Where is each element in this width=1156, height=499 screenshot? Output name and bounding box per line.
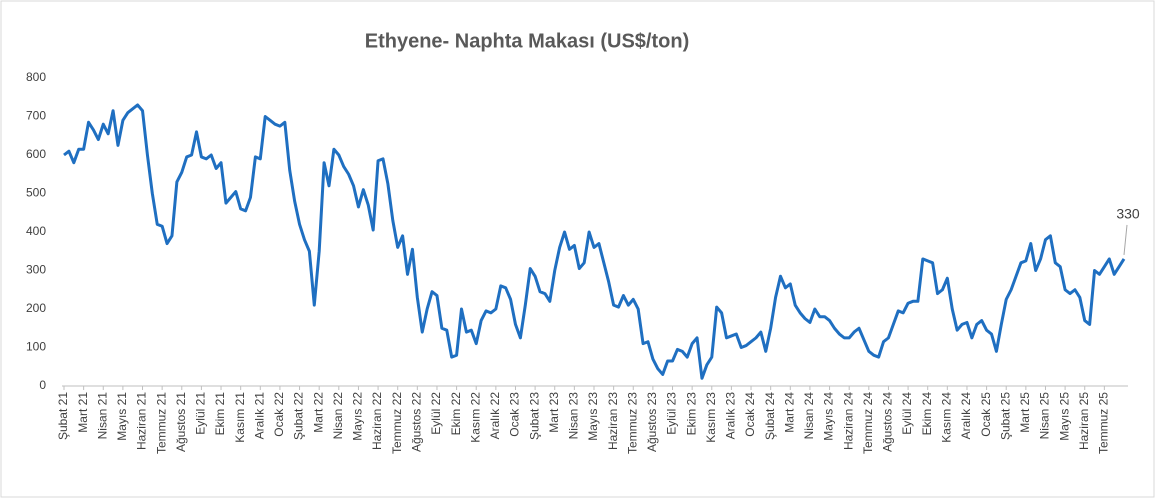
x-tick-label: Kasım 21	[233, 392, 247, 443]
y-tick-label: 600	[26, 147, 46, 161]
x-tick-label: Haziran 24	[841, 392, 855, 450]
x-tick-label: Temmuz 22	[390, 392, 404, 454]
y-tick-label: 400	[26, 224, 46, 238]
x-tick-label: Eylül 23	[665, 392, 679, 435]
label-leader	[1123, 224, 1128, 255]
x-tick-label: Mayıs 24	[822, 392, 836, 441]
x-tick-label: Mart 21	[76, 392, 90, 433]
y-tick-label: 300	[26, 263, 46, 277]
x-tick-label: Ocak 25	[979, 392, 993, 437]
x-tick-label: Haziran 25	[1077, 392, 1091, 450]
x-tick-label: Eylül 24	[900, 392, 914, 435]
x-tick-label: Nisan 24	[802, 392, 816, 440]
x-tick-label: Ocak 24	[743, 392, 757, 437]
x-tick-label: Şubat 24	[763, 392, 777, 440]
x-tick-label: Mart 22	[311, 392, 325, 433]
x-tick-label: Eylül 22	[429, 392, 443, 435]
data-line	[63, 103, 1126, 380]
x-tick-label: Şubat 22	[292, 392, 306, 440]
x-tick-label: Mart 24	[782, 392, 796, 433]
x-tick-label: Haziran 22	[370, 392, 384, 450]
x-tick-label: Ağustos 22	[410, 392, 424, 452]
data-label: 330	[1116, 206, 1140, 222]
x-tick-label: Kasım 24	[940, 392, 954, 443]
x-tick-label: Ekim 21	[213, 392, 227, 436]
x-tick-label: Haziran 23	[606, 392, 620, 450]
x-tick-label: Nisan 22	[331, 392, 345, 440]
x-tick-label: Temmuz 25	[1097, 392, 1111, 454]
x-tick-label: Kasım 23	[704, 392, 718, 443]
x-tick-label: Mayıs 21	[115, 392, 129, 441]
x-tick-label: Ağustos 23	[645, 392, 659, 452]
x-tick-label: Kasım 22	[468, 392, 482, 443]
x-tick-label: Aralık 22	[488, 392, 502, 440]
x-tick-label: Temmuz 23	[625, 392, 639, 454]
x-tick-label: Aralık 21	[252, 392, 266, 440]
x-tick-label: Temmuz 24	[861, 392, 875, 454]
x-tick-label: Mart 23	[547, 392, 561, 433]
x-tick-label: Ağustos 21	[174, 392, 188, 452]
x-tick-label: Ocak 22	[272, 392, 286, 437]
x-tick-label: Ekim 23	[684, 392, 698, 436]
x-tick-label: Nisan 25	[1038, 392, 1052, 440]
x-tick-label: Ağustos 24	[881, 392, 895, 452]
y-tick-label: 700	[26, 109, 46, 123]
x-tick-label: Şubat 25	[998, 392, 1012, 440]
x-tick-label: Mart 25	[1018, 392, 1032, 433]
x-tick-label: Şubat 21	[56, 392, 70, 440]
chart-title: Ethyene- Naphta Makası (US$/ton)	[365, 30, 690, 52]
x-tick-label: Şubat 23	[527, 392, 541, 440]
x-tick-label: Ekim 22	[449, 392, 463, 436]
x-tick-label: Temmuz 21	[154, 392, 168, 454]
x-tick-label: Nisan 23	[567, 392, 581, 440]
x-tick-label: Aralık 24	[959, 392, 973, 440]
x-tick-label: Eylül 21	[194, 392, 208, 435]
y-tick-label: 100	[26, 340, 46, 354]
y-tick-label: 800	[26, 70, 46, 84]
x-tick-label: Mayıs 22	[351, 392, 365, 441]
x-tick-label: Mayıs 25	[1057, 392, 1071, 441]
x-tick-label: Ekim 24	[920, 392, 934, 436]
y-tick-label: 0	[39, 378, 46, 392]
x-tick-label: Ocak 23	[508, 392, 522, 437]
x-tick-label: Nisan 21	[95, 392, 109, 440]
x-tick-label: Haziran 21	[135, 392, 149, 450]
y-tick-label: 500	[26, 186, 46, 200]
x-tick-label: Mayıs 23	[586, 392, 600, 441]
x-tick-label: Aralık 23	[724, 392, 738, 440]
y-tick-label: 200	[26, 301, 46, 315]
